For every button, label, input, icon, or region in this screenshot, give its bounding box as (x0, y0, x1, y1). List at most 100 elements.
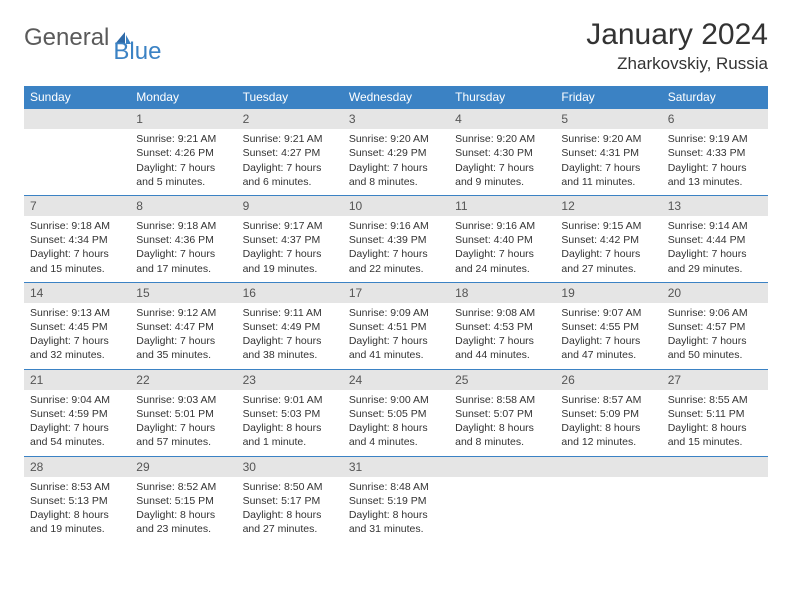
day-number: 20 (662, 282, 768, 303)
calendar-cell: 6Sunrise: 9:19 AMSunset: 4:33 PMDaylight… (662, 108, 768, 195)
day-body: Sunrise: 8:55 AMSunset: 5:11 PMDaylight:… (662, 390, 768, 456)
calendar-cell: 19Sunrise: 9:07 AMSunset: 4:55 PMDayligh… (555, 282, 661, 369)
day-body: Sunrise: 9:08 AMSunset: 4:53 PMDaylight:… (449, 303, 555, 369)
sunset: Sunset: 4:33 PM (668, 146, 762, 160)
day-body: Sunrise: 9:06 AMSunset: 4:57 PMDaylight:… (662, 303, 768, 369)
day-body: Sunrise: 9:00 AMSunset: 5:05 PMDaylight:… (343, 390, 449, 456)
day-number: 25 (449, 369, 555, 390)
daylight: Daylight: 7 hours and 44 minutes. (455, 334, 549, 362)
daylight: Daylight: 7 hours and 22 minutes. (349, 247, 443, 275)
day-body: Sunrise: 8:52 AMSunset: 5:15 PMDaylight:… (130, 477, 236, 543)
day-body: Sunrise: 9:20 AMSunset: 4:30 PMDaylight:… (449, 129, 555, 195)
daylight: Daylight: 7 hours and 50 minutes. (668, 334, 762, 362)
daylight: Daylight: 8 hours and 31 minutes. (349, 508, 443, 536)
calendar-cell: 20Sunrise: 9:06 AMSunset: 4:57 PMDayligh… (662, 282, 768, 369)
sunset: Sunset: 4:55 PM (561, 320, 655, 334)
day-number (24, 108, 130, 129)
sunset: Sunset: 4:26 PM (136, 146, 230, 160)
daylight: Daylight: 7 hours and 41 minutes. (349, 334, 443, 362)
sunset: Sunset: 4:53 PM (455, 320, 549, 334)
sunset: Sunset: 5:03 PM (243, 407, 337, 421)
calendar-cell: 23 Sunrise: 9:01 AMSunset: 5:03 PMDayligh… (237, 369, 343, 456)
day-number: 7 (24, 195, 130, 216)
daylight: Daylight: 8 hours and 12 minutes. (561, 421, 655, 449)
sunrise: Sunrise: 8:53 AM (30, 480, 124, 494)
daylight: Daylight: 7 hours and 6 minutes. (243, 161, 337, 189)
day-body: Sunrise: 9:14 AMSunset: 4:44 PMDaylight:… (662, 216, 768, 282)
sunrise: Sunrise: 9:18 AM (30, 219, 124, 233)
day-body: Sunrise: 8:53 AMSunset: 5:13 PMDaylight:… (24, 477, 130, 543)
day-number: 12 (555, 195, 661, 216)
sunset: Sunset: 5:09 PM (561, 407, 655, 421)
daylight: Daylight: 8 hours and 15 minutes. (668, 421, 762, 449)
calendar-body: 1Sunrise: 9:21 AMSunset: 4:26 PMDaylight… (24, 108, 768, 548)
day-number: 10 (343, 195, 449, 216)
daylight: Daylight: 7 hours and 11 minutes. (561, 161, 655, 189)
calendar-cell: 24Sunrise: 9:00 AMSunset: 5:05 PMDayligh… (343, 369, 449, 456)
sunset: Sunset: 5:07 PM (455, 407, 549, 421)
calendar-cell: 5Sunrise: 9:20 AMSunset: 4:31 PMDaylight… (555, 108, 661, 195)
sunrise: Sunrise: 9:17 AM (243, 219, 337, 233)
calendar-cell: 11Sunrise: 9:16 AMSunset: 4:40 PMDayligh… (449, 195, 555, 282)
sunrise: Sunrise: 9:01 AM (243, 393, 337, 407)
calendar-cell: 13Sunrise: 9:14 AMSunset: 4:44 PMDayligh… (662, 195, 768, 282)
day-number: 31 (343, 456, 449, 477)
day-number: 13 (662, 195, 768, 216)
sunrise: Sunrise: 9:18 AM (136, 219, 230, 233)
day-body: Sunrise: 9:16 AMSunset: 4:39 PMDaylight:… (343, 216, 449, 282)
calendar-cell: 7Sunrise: 9:18 AMSunset: 4:34 PMDaylight… (24, 195, 130, 282)
sunrise: Sunrise: 9:21 AM (243, 132, 337, 146)
calendar-cell: 31Sunrise: 8:48 AMSunset: 5:19 PMDayligh… (343, 456, 449, 548)
sunset: Sunset: 5:13 PM (30, 494, 124, 508)
daylight: Daylight: 7 hours and 8 minutes. (349, 161, 443, 189)
day-body: Sunrise: 9:13 AMSunset: 4:45 PMDaylight:… (24, 303, 130, 369)
sunrise: Sunrise: 9:06 AM (668, 306, 762, 320)
sunrise: Sunrise: 9:11 AM (243, 306, 337, 320)
day-body: Sunrise: 9:07 AMSunset: 4:55 PMDaylight:… (555, 303, 661, 369)
calendar-row: 7Sunrise: 9:18 AMSunset: 4:34 PMDaylight… (24, 195, 768, 282)
sunrise: Sunrise: 8:57 AM (561, 393, 655, 407)
sunset: Sunset: 4:31 PM (561, 146, 655, 160)
sunrise: Sunrise: 9:04 AM (30, 393, 124, 407)
calendar-row: 1Sunrise: 9:21 AMSunset: 4:26 PMDaylight… (24, 108, 768, 195)
calendar-cell: 10Sunrise: 9:16 AMSunset: 4:39 PMDayligh… (343, 195, 449, 282)
sunrise: Sunrise: 8:58 AM (455, 393, 549, 407)
calendar-cell: 22Sunrise: 9:03 AMSunset: 5:01 PMDayligh… (130, 369, 236, 456)
daylight: Daylight: 8 hours and 1 minute. (243, 421, 337, 449)
day-number: 23 (237, 369, 343, 390)
daylight: Daylight: 8 hours and 8 minutes. (455, 421, 549, 449)
day-body: Sunrise: 9:04 AMSunset: 4:59 PMDaylight:… (24, 390, 130, 456)
logo: General Blue (24, 18, 183, 52)
sunset: Sunset: 4:45 PM (30, 320, 124, 334)
day-number: 26 (555, 369, 661, 390)
calendar-row: 14Sunrise: 9:13 AMSunset: 4:45 PMDayligh… (24, 282, 768, 369)
dh-sat: Saturday (662, 86, 768, 108)
calendar-cell: 27Sunrise: 8:55 AMSunset: 5:11 PMDayligh… (662, 369, 768, 456)
calendar-cell: 12Sunrise: 9:15 AMSunset: 4:42 PMDayligh… (555, 195, 661, 282)
calendar-cell: 2Sunrise: 9:21 AMSunset: 4:27 PMDaylight… (237, 108, 343, 195)
calendar-table: Sunday Monday Tuesday Wednesday Thursday… (24, 86, 768, 548)
sunrise: Sunrise: 9:20 AM (349, 132, 443, 146)
day-number: 14 (24, 282, 130, 303)
sunrise: Sunrise: 9:00 AM (349, 393, 443, 407)
daylight: Daylight: 7 hours and 5 minutes. (136, 161, 230, 189)
daylight: Daylight: 8 hours and 4 minutes. (349, 421, 443, 449)
day-body: Sunrise: 9:12 AMSunset: 4:47 PMDaylight:… (130, 303, 236, 369)
calendar-cell (662, 456, 768, 548)
sunrise: Sunrise: 8:50 AM (243, 480, 337, 494)
day-number: 24 (343, 369, 449, 390)
sunset: Sunset: 4:37 PM (243, 233, 337, 247)
sunset: Sunset: 4:59 PM (30, 407, 124, 421)
sunset: Sunset: 4:29 PM (349, 146, 443, 160)
sunset: Sunset: 4:40 PM (455, 233, 549, 247)
sunset: Sunset: 4:39 PM (349, 233, 443, 247)
day-number: 4 (449, 108, 555, 129)
day-number: 3 (343, 108, 449, 129)
day-number: 8 (130, 195, 236, 216)
day-number: 28 (24, 456, 130, 477)
day-number: 9 (237, 195, 343, 216)
day-body: Sunrise: 8:58 AMSunset: 5:07 PMDaylight:… (449, 390, 555, 456)
day-number: 18 (449, 282, 555, 303)
day-number: 27 (662, 369, 768, 390)
daylight: Daylight: 7 hours and 9 minutes. (455, 161, 549, 189)
